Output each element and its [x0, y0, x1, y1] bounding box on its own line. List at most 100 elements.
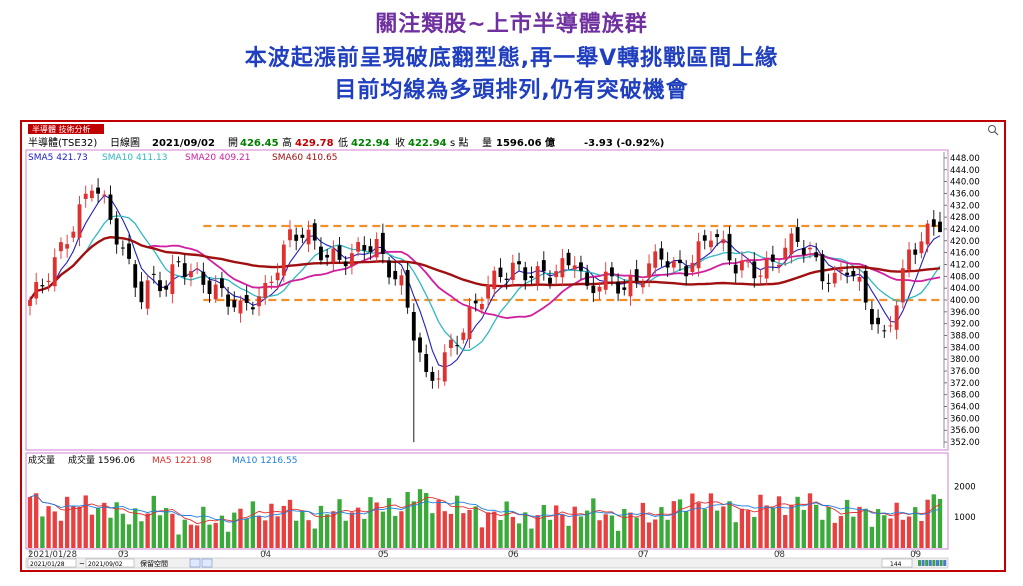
zoom-in-icon[interactable] — [918, 560, 921, 566]
volume-bar — [832, 522, 837, 548]
volume-bar — [900, 519, 906, 548]
candle-body — [919, 241, 924, 254]
range-button-a[interactable] — [189, 558, 201, 568]
candle-body — [702, 235, 707, 241]
candle-body — [647, 263, 651, 278]
volume-bar — [857, 506, 862, 548]
headline-line-2: 本波起漲前呈現破底翻型態,再一舉V轉挑戰區間上緣 — [244, 46, 779, 71]
end-date-field[interactable] — [85, 558, 135, 568]
volume-bar — [696, 502, 701, 548]
month-tick-label: 08 — [774, 550, 785, 560]
price-tick-label: 376.00 — [950, 367, 980, 377]
volume-bar — [851, 516, 856, 548]
volume-bar — [906, 516, 912, 548]
volume-bar — [708, 493, 714, 548]
candle-body — [622, 287, 627, 290]
candle-body — [213, 284, 218, 300]
candle-body — [863, 270, 868, 303]
volume-bar — [454, 495, 460, 548]
volume-bar — [399, 511, 404, 548]
volume-bar — [120, 513, 126, 548]
scroll-right-icon[interactable] — [928, 560, 932, 566]
price-panel — [25, 149, 949, 451]
zoom-out-icon[interactable] — [921, 560, 925, 566]
ma-line-sma20 — [29, 236, 941, 320]
volume-bar — [628, 512, 633, 548]
volume-bar — [232, 512, 237, 548]
chart-tab[interactable]: 半導體 技術分析 — [28, 124, 104, 134]
volume-bar — [275, 516, 280, 548]
volume-bar — [863, 508, 868, 548]
volume-bar — [535, 515, 540, 548]
candle-body — [201, 271, 206, 285]
candle-body — [696, 241, 701, 269]
volume-bar — [844, 499, 850, 548]
candle-body — [399, 275, 404, 286]
fit-icon[interactable] — [936, 560, 939, 566]
candle-body — [46, 280, 51, 283]
volume-bar — [263, 520, 268, 548]
volume-bar — [287, 499, 293, 548]
candle-body — [257, 296, 261, 307]
volume-bar — [430, 513, 435, 548]
volume-bar — [157, 515, 163, 548]
volume-panel-title: 成交量 — [28, 454, 55, 466]
zoom-icon[interactable] — [988, 125, 999, 136]
range-button-b[interactable] — [201, 558, 213, 568]
volume-bar — [250, 501, 256, 548]
settings-icon[interactable] — [943, 560, 947, 566]
candle-body — [34, 282, 39, 299]
price-tick-label: 392.00 — [950, 320, 980, 330]
range-label: 保留空間 — [140, 559, 168, 568]
candle-body — [424, 354, 429, 373]
candle-body — [176, 261, 181, 263]
volume-bar — [244, 518, 249, 548]
quote-date: 2021/09/02 — [152, 138, 215, 149]
volume-bar — [337, 499, 342, 548]
candle-body — [925, 223, 930, 245]
candle-body — [869, 309, 874, 325]
candle-body — [832, 272, 837, 284]
end-date-text: 2021/09/02 — [88, 561, 123, 568]
volume-bar — [312, 528, 317, 548]
volume-bar — [485, 512, 491, 548]
volume-bar — [58, 520, 64, 548]
refresh-icon[interactable] — [932, 560, 936, 566]
candle-body — [504, 278, 509, 281]
bar-count-field[interactable] — [881, 558, 913, 568]
candle-body — [640, 283, 645, 288]
candle-body — [931, 219, 936, 227]
volume-bar — [188, 524, 194, 548]
start-date-field[interactable] — [27, 558, 77, 568]
scroll-left-icon[interactable] — [925, 560, 929, 566]
candle-body — [238, 300, 243, 314]
candle-body — [560, 258, 565, 278]
volume-bar — [770, 507, 776, 548]
candle-body — [888, 325, 893, 327]
candle-body — [164, 285, 169, 290]
candle-body — [83, 193, 88, 199]
volume-bar — [108, 517, 113, 548]
lock-icon[interactable] — [939, 560, 943, 566]
chart-tab-label[interactable]: 半導體 技術分析 — [32, 124, 91, 134]
candle-body — [151, 273, 156, 275]
stock-chart[interactable]: 半導體 技術分析 半導體(TSE32) 日線圖 2021/09/02 開 426… — [22, 122, 1004, 570]
candle-body — [461, 332, 466, 340]
candle-body — [535, 266, 540, 284]
candle-body — [566, 252, 571, 266]
volume-bar — [591, 498, 596, 548]
candle-body — [250, 307, 255, 310]
volume-value: 1596.06 億 — [496, 136, 555, 149]
volume-bar — [739, 508, 745, 548]
candle-body — [665, 261, 670, 268]
candle-body — [579, 262, 583, 271]
volume-bar — [207, 524, 212, 548]
candle-body — [591, 285, 596, 294]
price-tick-label: 412.00 — [950, 260, 980, 270]
volume-bar — [393, 515, 398, 548]
volume-bar — [758, 494, 763, 548]
price-tick-label: 396.00 — [950, 308, 980, 318]
instrument-name: 半導體(TSE32) — [28, 136, 97, 149]
candle-body — [263, 282, 268, 298]
candle-body — [77, 204, 82, 238]
